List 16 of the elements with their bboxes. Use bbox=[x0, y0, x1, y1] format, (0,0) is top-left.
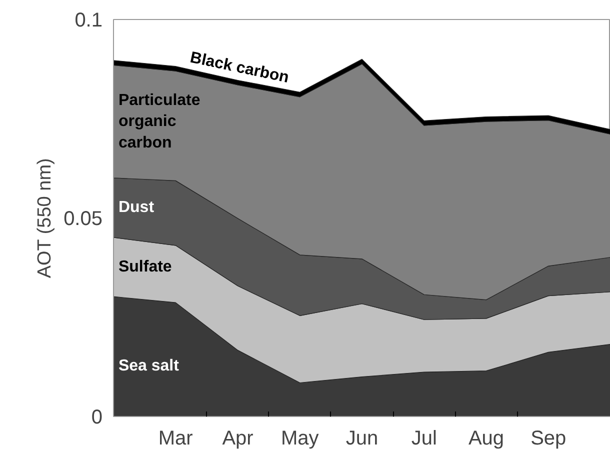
y-tick-label: 0.05 bbox=[64, 208, 103, 230]
x-tick-label: Sep bbox=[530, 428, 566, 450]
series-label: Dust bbox=[118, 199, 155, 216]
y-axis-title: AOT (550 nm) bbox=[34, 158, 56, 278]
series-label: Particulate organic carbon bbox=[118, 92, 200, 152]
x-tick-label: Jul bbox=[411, 428, 437, 450]
text: Black carbon bbox=[188, 49, 290, 87]
x-tick-label: Mar bbox=[158, 428, 194, 450]
series-label: Sea salt bbox=[118, 358, 180, 375]
x-tick-label: Apr bbox=[222, 428, 254, 450]
y-tick-label: 0 bbox=[91, 406, 102, 428]
x-tick-label: Jun bbox=[346, 428, 378, 450]
x-tick-label: May bbox=[280, 428, 319, 450]
y-tick-label: 0.1 bbox=[74, 10, 103, 32]
x-tick-label: Aug bbox=[468, 428, 504, 450]
series-label: Sulfate bbox=[118, 258, 172, 276]
